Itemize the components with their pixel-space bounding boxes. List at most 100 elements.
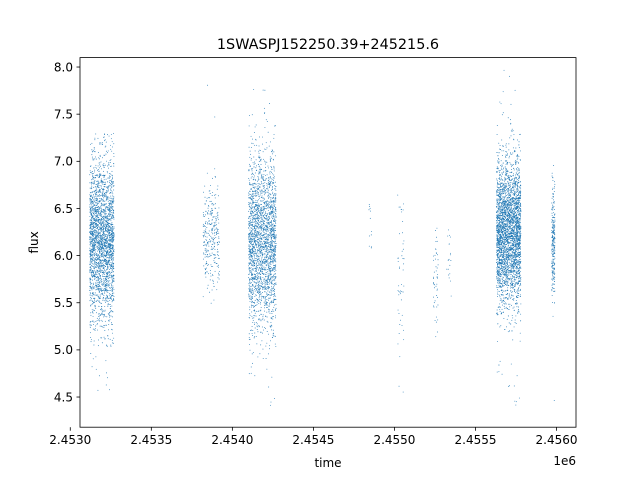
data-point xyxy=(109,182,111,184)
data-point xyxy=(270,276,272,278)
data-point xyxy=(259,282,261,284)
data-point xyxy=(89,323,91,325)
data-point xyxy=(112,265,114,267)
data-point xyxy=(99,288,101,289)
data-point xyxy=(266,316,268,318)
data-point xyxy=(266,242,268,244)
data-point xyxy=(109,237,111,239)
data-point xyxy=(106,255,107,257)
data-point xyxy=(94,267,96,269)
data-point xyxy=(89,325,91,327)
data-point xyxy=(112,228,114,230)
data-point xyxy=(204,273,206,275)
data-point xyxy=(270,245,272,246)
data-point xyxy=(94,239,96,241)
data-point xyxy=(89,292,91,294)
data-point xyxy=(111,200,113,202)
data-point xyxy=(248,295,250,297)
data-point xyxy=(209,210,211,212)
data-point xyxy=(104,234,106,236)
data-point xyxy=(252,280,254,282)
data-point xyxy=(214,254,216,256)
data-point xyxy=(103,166,105,168)
data-point xyxy=(109,282,111,284)
data-point xyxy=(110,192,112,194)
data-point xyxy=(95,232,97,234)
data-point xyxy=(110,249,112,251)
data-point xyxy=(106,171,108,172)
data-point xyxy=(205,276,207,278)
data-point xyxy=(251,297,253,299)
data-point xyxy=(269,158,271,160)
data-point xyxy=(248,333,250,335)
data-point xyxy=(257,193,259,195)
data-point xyxy=(263,226,265,228)
data-point xyxy=(105,254,107,256)
data-point xyxy=(261,257,263,259)
data-point xyxy=(96,191,98,193)
data-point xyxy=(275,199,277,201)
data-point xyxy=(259,236,261,238)
data-point xyxy=(96,194,98,195)
data-point xyxy=(272,336,274,338)
data-point xyxy=(251,263,253,265)
data-point xyxy=(110,315,112,317)
data-point xyxy=(106,244,107,246)
data-point xyxy=(218,264,220,266)
data-point xyxy=(106,152,108,154)
data-point xyxy=(106,219,108,221)
data-point xyxy=(261,189,263,191)
data-point xyxy=(271,215,273,217)
data-point xyxy=(271,281,273,283)
data-point xyxy=(250,289,252,290)
data-point xyxy=(255,235,257,237)
data-point xyxy=(269,348,270,350)
data-point xyxy=(261,229,262,231)
data-point xyxy=(103,154,105,156)
data-point xyxy=(250,302,252,304)
data-point xyxy=(106,287,108,289)
data-point xyxy=(102,234,104,236)
data-point xyxy=(95,368,97,370)
data-point xyxy=(112,300,113,302)
data-point xyxy=(96,183,98,185)
data-point xyxy=(267,353,269,355)
data-point xyxy=(99,249,101,251)
data-point xyxy=(265,166,266,168)
data-point xyxy=(95,189,97,191)
data-point xyxy=(109,294,111,296)
data-point xyxy=(262,176,264,178)
data-point xyxy=(261,244,263,246)
data-point xyxy=(206,271,208,273)
data-point xyxy=(110,296,112,298)
data-point xyxy=(111,229,113,231)
data-point xyxy=(108,283,110,285)
data-point xyxy=(251,172,253,174)
data-point xyxy=(97,200,99,202)
data-point xyxy=(111,181,112,183)
data-point xyxy=(112,280,114,282)
data-point xyxy=(260,293,262,294)
data-point xyxy=(103,267,105,269)
data-point xyxy=(94,276,96,278)
data-point xyxy=(102,270,104,272)
data-point xyxy=(273,284,275,286)
data-point xyxy=(213,262,215,264)
data-point xyxy=(113,279,115,281)
data-point xyxy=(111,230,113,232)
data-point xyxy=(258,203,260,205)
data-point xyxy=(272,301,274,303)
data-point xyxy=(89,253,91,255)
data-point xyxy=(89,277,91,279)
data-point xyxy=(105,248,107,250)
data-point xyxy=(111,265,113,267)
data-point xyxy=(273,166,275,168)
data-point xyxy=(94,207,96,209)
data-point xyxy=(111,242,113,244)
data-point xyxy=(100,228,102,230)
data-point xyxy=(266,254,267,256)
data-point xyxy=(94,175,96,177)
data-point xyxy=(269,184,271,186)
data-point xyxy=(251,305,253,307)
data-point xyxy=(94,223,96,224)
